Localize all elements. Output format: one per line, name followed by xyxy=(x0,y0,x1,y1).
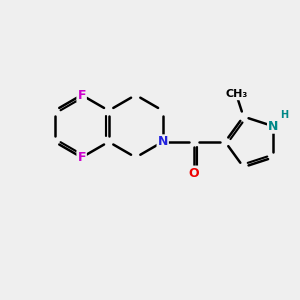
Text: F: F xyxy=(77,88,86,101)
Text: CH₃: CH₃ xyxy=(225,89,248,99)
Text: O: O xyxy=(189,167,199,179)
Text: F: F xyxy=(77,151,86,164)
Text: N: N xyxy=(158,135,168,148)
Text: H: H xyxy=(280,110,288,120)
Text: N: N xyxy=(268,120,278,133)
